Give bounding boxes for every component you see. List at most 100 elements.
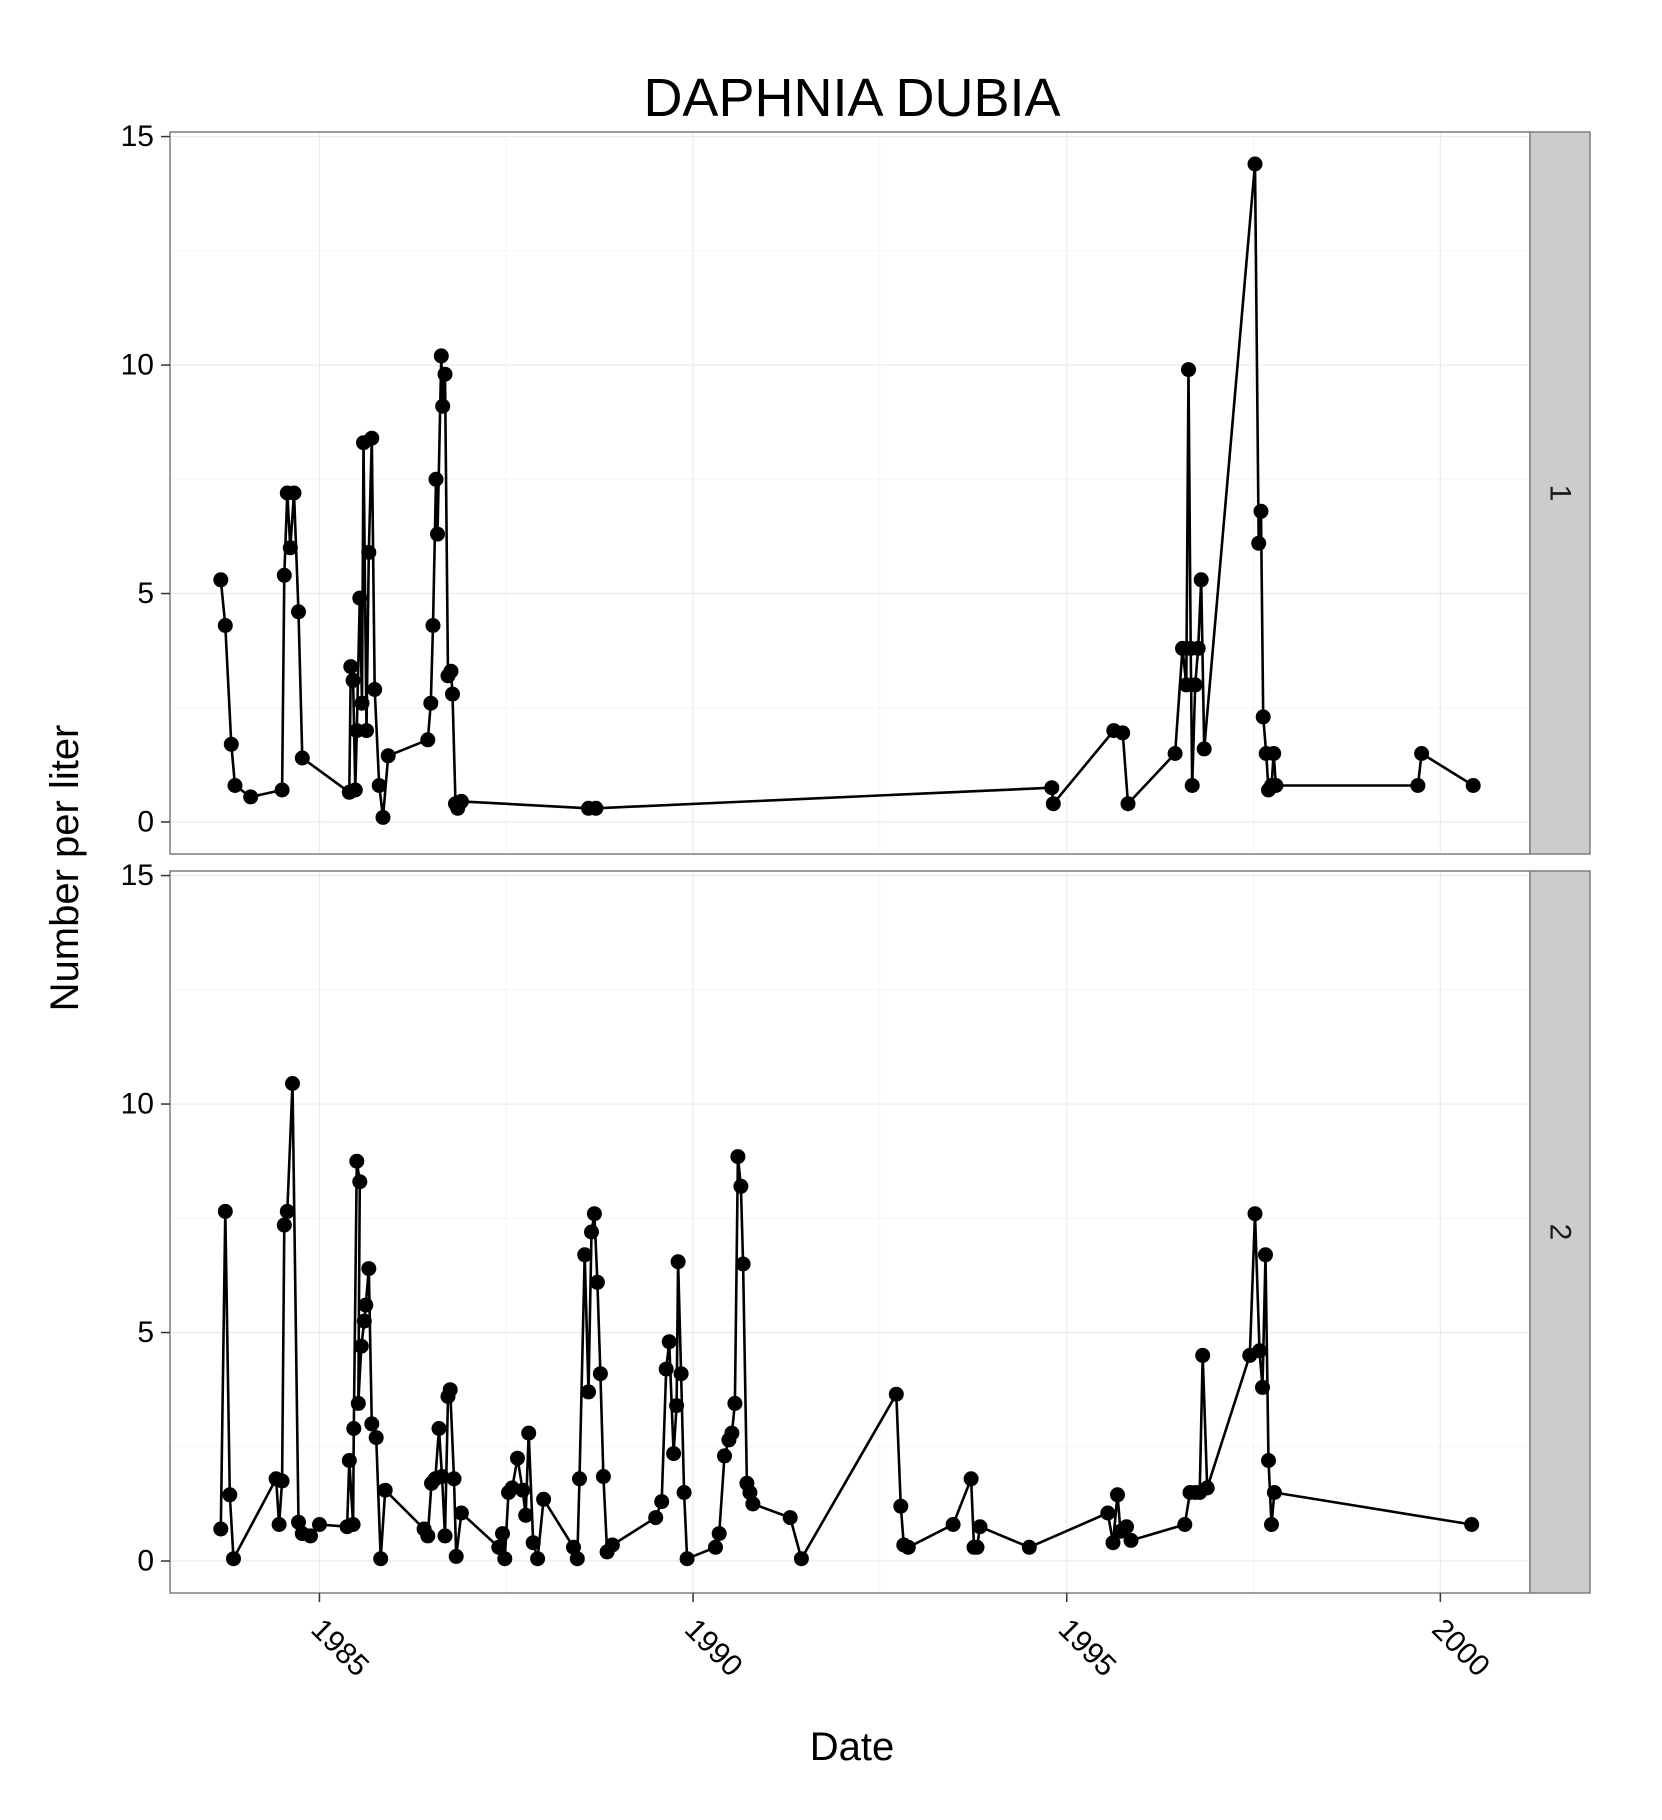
data-point (530, 1551, 546, 1567)
data-point (586, 1206, 602, 1222)
data-point (1044, 780, 1060, 796)
data-point (1120, 796, 1136, 812)
data-point (420, 732, 436, 748)
data-point (572, 1471, 587, 1487)
data-point (361, 544, 377, 560)
data-point (353, 1338, 369, 1354)
data-point (1167, 746, 1183, 761)
data-point (1123, 1532, 1139, 1548)
data-point (291, 1514, 306, 1530)
data-point (1253, 503, 1269, 519)
data-point (735, 1256, 751, 1272)
data-point (213, 572, 229, 588)
data-point (425, 618, 441, 633)
data-point (375, 809, 391, 825)
data-point (497, 1551, 513, 1567)
y-tick-label: 0 (137, 1545, 154, 1578)
data-point (294, 750, 310, 766)
data-point (274, 782, 290, 798)
data-point (963, 1471, 979, 1487)
data-point (1410, 778, 1426, 793)
data-point (1184, 778, 1200, 793)
data-point (1193, 572, 1209, 588)
y-tick-label: 10 (121, 1088, 154, 1121)
data-point (285, 1076, 300, 1091)
data-point (428, 471, 444, 487)
data-point (893, 1498, 909, 1514)
data-point (1247, 156, 1263, 172)
panel-background (170, 132, 1530, 854)
data-point (217, 618, 233, 633)
facet-label-2: 2 (1544, 1224, 1577, 1241)
data-point (274, 1473, 290, 1489)
y-tick-label: 15 (121, 120, 154, 153)
data-point (945, 1517, 961, 1532)
data-point (380, 748, 396, 764)
x-tick-label: 1995 (1052, 1613, 1123, 1684)
data-point (1255, 709, 1271, 725)
y-tick-label: 15 (121, 859, 154, 892)
data-point (423, 695, 439, 711)
data-point (445, 686, 460, 702)
data-point (364, 430, 380, 446)
data-point (730, 1149, 746, 1165)
data-point (446, 1471, 462, 1487)
data-point (727, 1395, 743, 1411)
chart-title: DAPHNIA DUBIA (643, 68, 1060, 128)
x-tick-label: 1985 (305, 1613, 376, 1684)
data-point (745, 1496, 761, 1512)
data-point (276, 567, 292, 583)
data-point (1199, 1480, 1215, 1496)
data-point (1021, 1539, 1037, 1555)
data-point (711, 1526, 727, 1542)
data-point (435, 398, 451, 414)
y-tick-label: 10 (121, 349, 154, 382)
data-point (1464, 1517, 1480, 1532)
data-point (303, 1528, 318, 1544)
facet-strip (1529, 131, 1591, 855)
data-point (1110, 1487, 1125, 1503)
data-point (443, 663, 459, 679)
data-point (521, 1425, 537, 1441)
data-point (604, 1537, 620, 1553)
data-point (577, 1247, 593, 1263)
data-point (352, 590, 368, 606)
data-point (227, 778, 243, 793)
facet-panel-2: 2 0 5 10 15 (121, 859, 1591, 1594)
data-point (1100, 1505, 1116, 1521)
data-point (345, 1517, 361, 1532)
data-point (377, 1482, 393, 1498)
data-point (495, 1526, 510, 1542)
data-point (343, 659, 359, 675)
data-point (1266, 1485, 1282, 1500)
data-point (595, 1469, 611, 1484)
data-point (346, 1421, 362, 1436)
x-axis: 1985 1990 1995 2000 (305, 1593, 1496, 1683)
data-point (972, 1519, 988, 1535)
data-point (566, 1539, 581, 1555)
data-point (341, 1453, 357, 1468)
data-point (724, 1425, 740, 1441)
data-point (1195, 1347, 1211, 1363)
data-point (888, 1386, 904, 1402)
data-point (491, 1539, 507, 1555)
facet-label-1: 1 (1544, 485, 1577, 502)
data-point (670, 1254, 686, 1270)
data-point (368, 1430, 384, 1446)
data-point (1190, 640, 1206, 656)
series-line-panel-1 (219, 162, 1474, 819)
data-point (352, 1174, 368, 1190)
data-point (510, 1450, 525, 1466)
data-point (347, 782, 363, 798)
data-point (1181, 362, 1196, 378)
data-point (453, 793, 469, 809)
data-point (1255, 1379, 1270, 1395)
data-point (569, 1551, 585, 1567)
data-point (276, 1217, 292, 1233)
data-point (708, 1539, 723, 1555)
data-point (742, 1485, 758, 1500)
